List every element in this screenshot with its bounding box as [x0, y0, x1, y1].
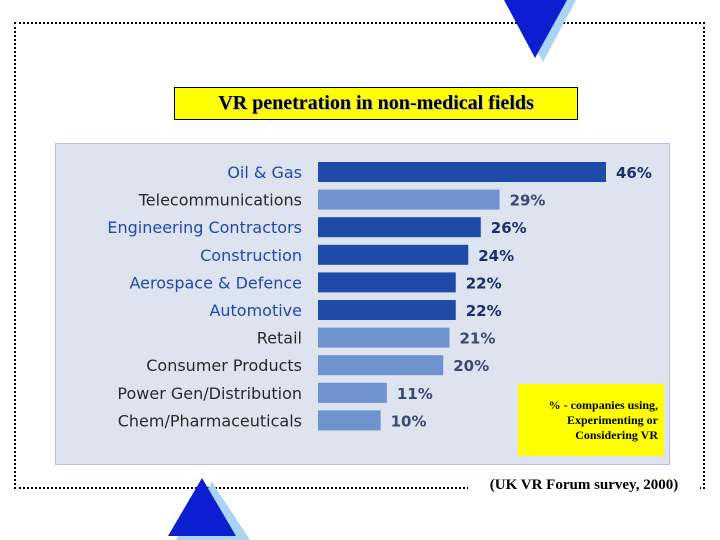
category-label: Retail — [257, 329, 302, 348]
value-label: 11% — [397, 385, 433, 403]
category-label: Power Gen/Distribution — [117, 384, 302, 403]
triangle-up-icon — [168, 478, 250, 540]
bar — [318, 410, 381, 431]
bar — [318, 272, 456, 293]
value-label: 29% — [510, 192, 546, 210]
category-label: Consumer Products — [146, 356, 302, 375]
bar — [318, 217, 481, 238]
value-label: 24% — [478, 247, 514, 265]
value-label: 22% — [466, 274, 502, 292]
category-label: Aerospace & Defence — [129, 273, 302, 292]
chart-title: VR penetration in non-medical fields — [174, 87, 578, 120]
category-label: Engineering Contractors — [107, 218, 302, 237]
category-label: Automotive — [209, 301, 302, 320]
value-label: 20% — [453, 357, 489, 375]
bar — [318, 355, 444, 376]
bar — [318, 244, 469, 265]
bar-chart: Oil & Gas 46% Telecommunications 29% Enginee… — [107, 162, 652, 431]
category-label: Construction — [200, 246, 302, 265]
category-label: Oil & Gas — [227, 163, 302, 182]
value-label: 46% — [616, 164, 652, 182]
bar — [318, 327, 450, 348]
bar — [318, 300, 456, 320]
chart-panel: Oil & Gas 46% Telecommunications 29% Enginee… — [55, 143, 670, 465]
bar — [318, 382, 387, 403]
category-label: Chem/Pharmaceuticals — [118, 411, 302, 430]
bar — [318, 189, 500, 210]
source-caption: (UK VR Forum survey, 2000) — [468, 475, 700, 495]
category-label: Telecommunications — [138, 191, 302, 210]
value-label: 21% — [459, 330, 495, 348]
value-label: 10% — [391, 412, 427, 430]
value-label: 26% — [491, 219, 527, 237]
triangle-down-icon — [504, 0, 576, 62]
slide-frame — [14, 22, 705, 489]
value-label: 22% — [466, 302, 502, 320]
bar — [318, 162, 606, 182]
legend-note: % - companies using, Experimenting or Co… — [518, 384, 664, 456]
